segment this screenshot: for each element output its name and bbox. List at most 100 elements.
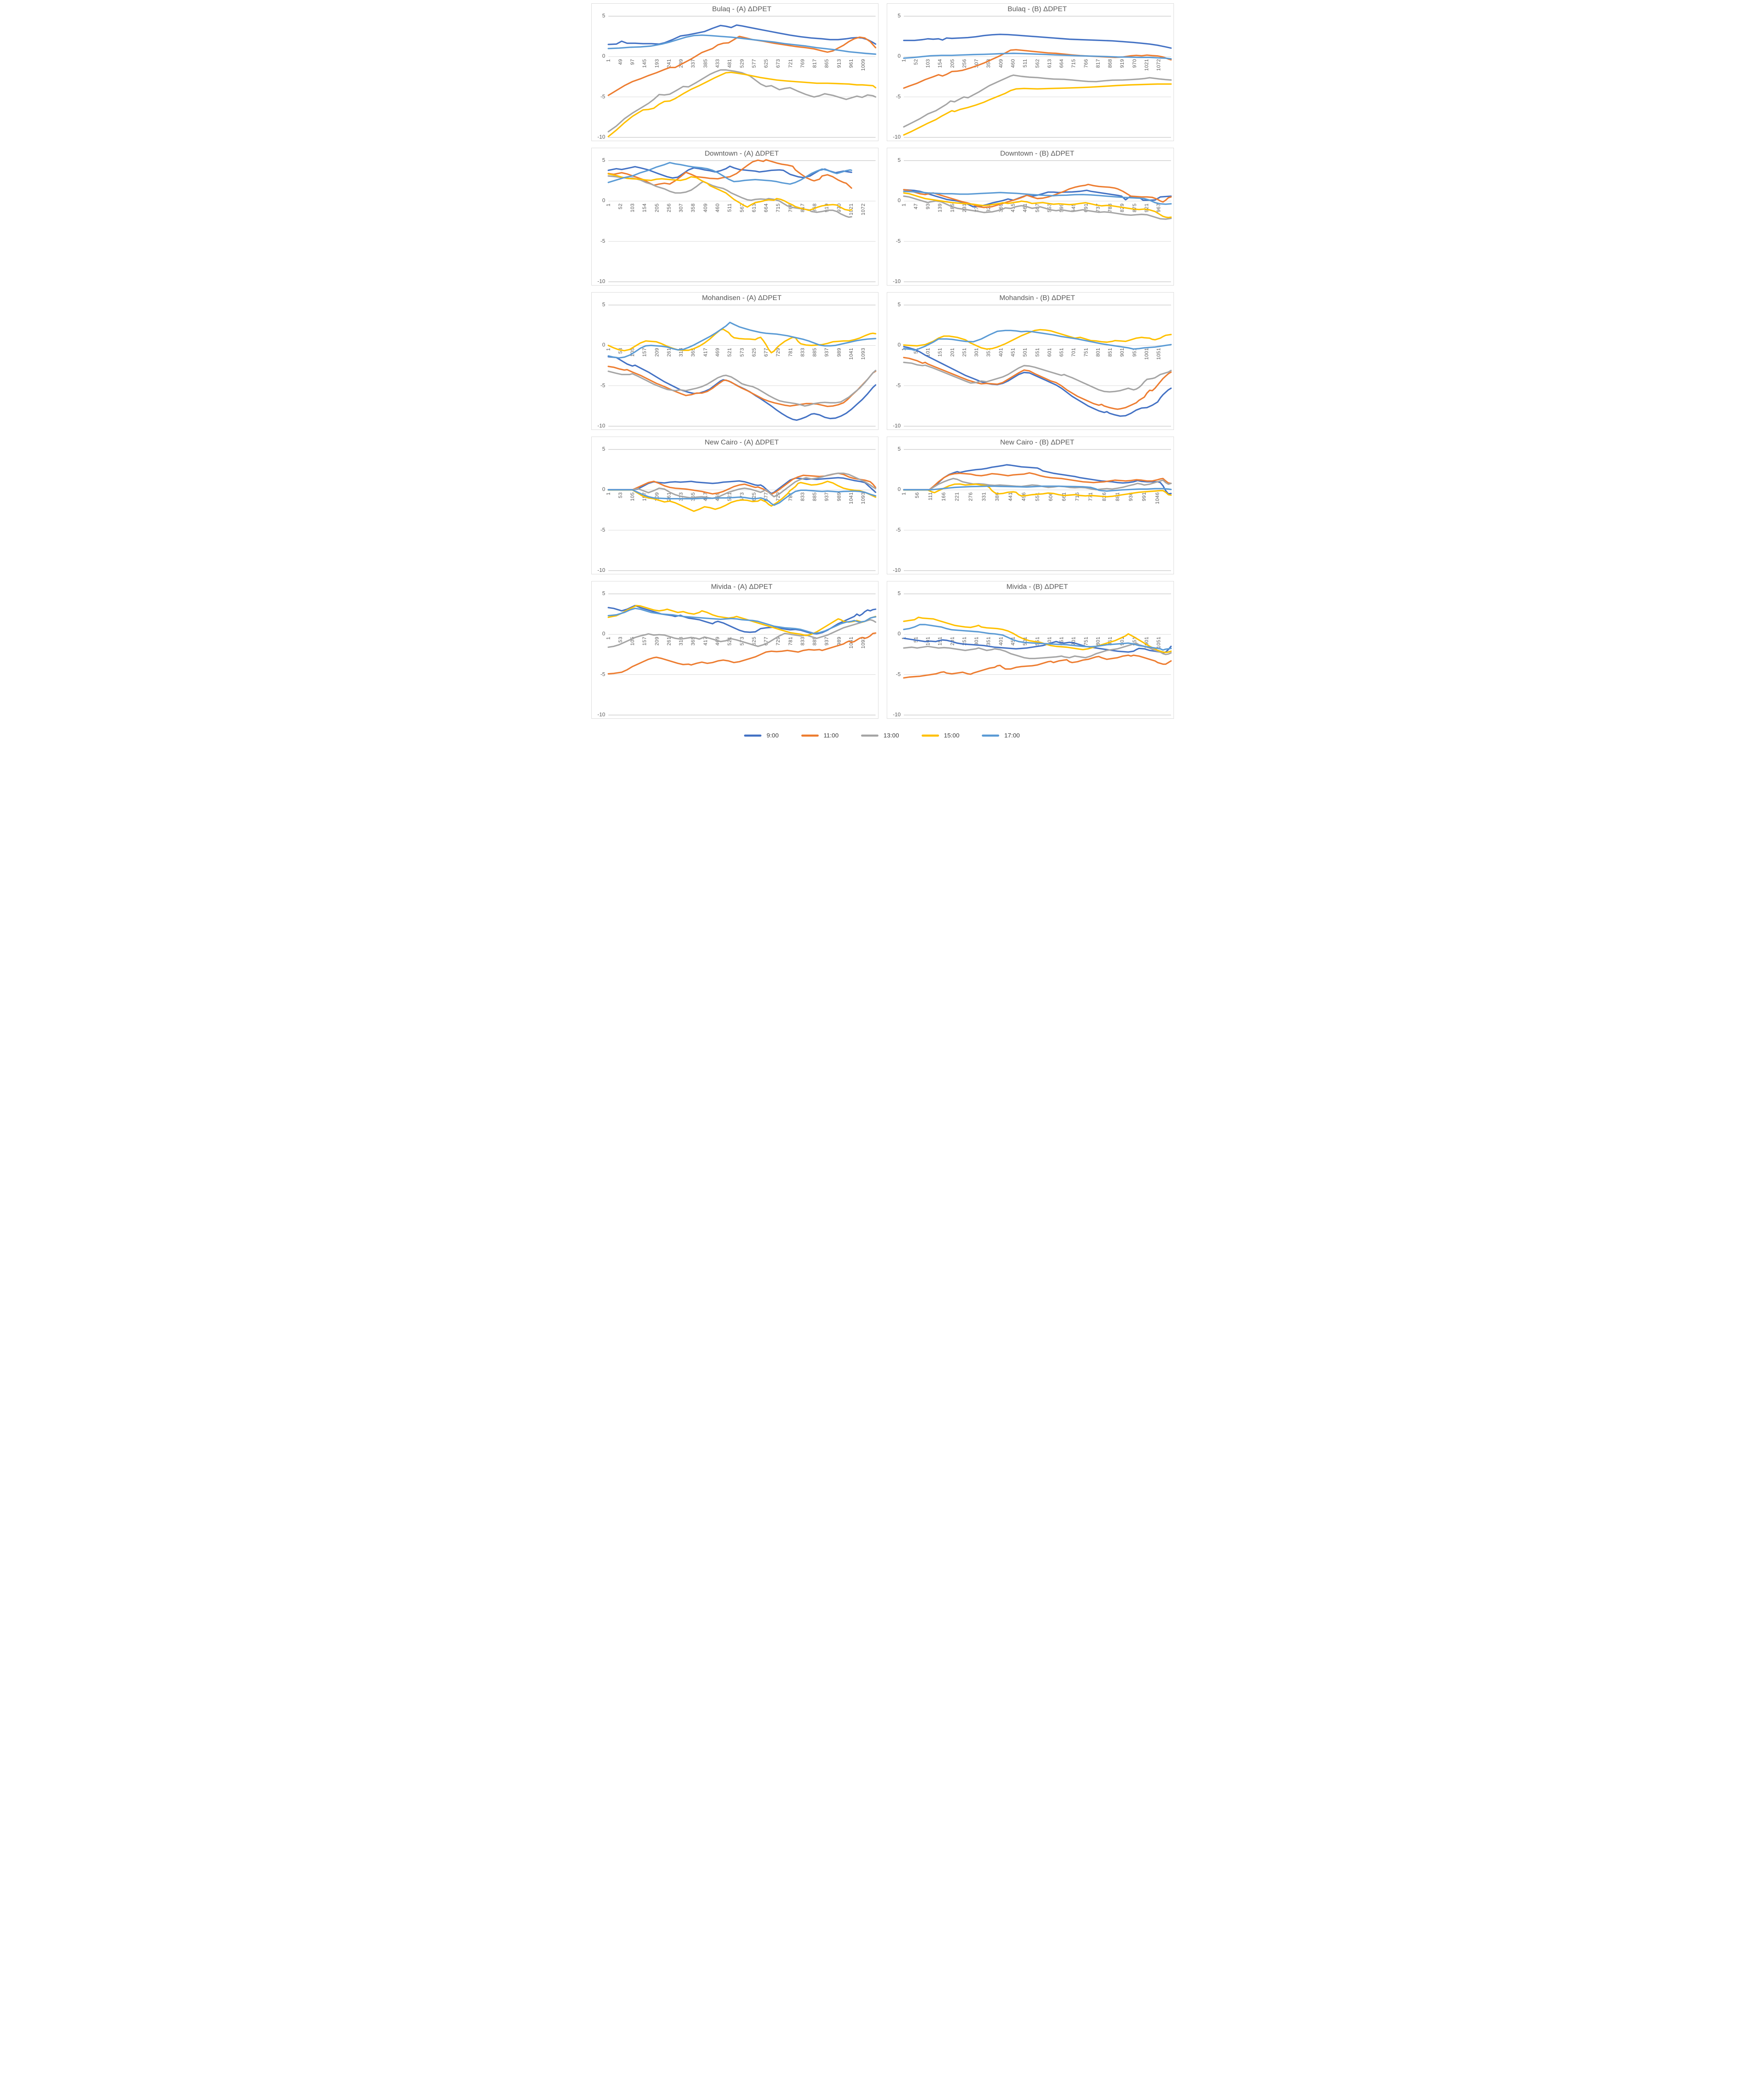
y-axis-tick-label: -5 (895, 93, 901, 100)
series-line-1100 (903, 183, 1172, 208)
series-line-1500 (903, 83, 1172, 136)
y-axis-tick-label: 0 (898, 486, 901, 493)
plot-area (607, 24, 876, 137)
y-axis-tick-label: 5 (602, 12, 605, 19)
gridline (903, 634, 1171, 635)
series-line-900 (607, 477, 876, 494)
gridline (903, 593, 1171, 594)
y-axis-tick-label: 0 (898, 630, 901, 637)
y-axis-tick-label: -10 (597, 278, 605, 284)
legend-line-swatch-icon (861, 734, 878, 737)
gridline (608, 241, 876, 242)
legend-item: 9:00 (744, 732, 779, 739)
chart-title: Mivida - (B) ΔDPET (1006, 583, 1068, 591)
gridline (608, 489, 876, 491)
legend-item: 17:00 (982, 732, 1020, 739)
y-axis-tick-label: 5 (898, 301, 901, 308)
series-line-1700 (903, 190, 1172, 205)
legend-line-swatch-icon (982, 734, 1000, 737)
gridline (608, 96, 876, 98)
chart-panel: New Cairo - (A) ΔDPET 5 0 -5 -10 1 53 105 157 20… (591, 437, 878, 574)
y-axis-tick-label: 5 (898, 446, 901, 452)
chart-panel: New Cairo - (B) ΔDPET 5 0 -5 -10 1 56 111 166 22… (886, 437, 1174, 574)
chart-panel: Downtown - (A) ΔDPET 5 0 -5 -10 1 52 103 154 205… (591, 148, 878, 286)
y-axis-tick-label: -5 (895, 671, 901, 677)
plot-area (903, 329, 1172, 417)
chart-title: Downtown - (A) ΔDPET (705, 149, 779, 157)
gridline (903, 96, 1171, 98)
y-axis-tick-label: 5 (898, 590, 901, 596)
series-line-1500 (607, 328, 876, 354)
series-line-1500 (903, 192, 1172, 218)
y-axis-tick-label: -10 (597, 134, 605, 140)
y-axis-tick-label: 5 (898, 157, 901, 163)
series-line-900 (607, 605, 876, 635)
series-line-1300 (607, 472, 876, 499)
gridline (608, 530, 876, 531)
plot-area (607, 605, 876, 675)
series-line-900 (903, 34, 1172, 49)
chart-title: Mivida - (A) ΔDPET (711, 583, 773, 591)
y-axis-tick-label: -10 (597, 567, 605, 573)
y-axis-tick-label: -10 (893, 134, 901, 140)
series-line-1300 (903, 195, 1172, 220)
y-axis-tick-label: 0 (602, 342, 605, 348)
series-line-1700 (903, 330, 1172, 351)
series-line-1500 (607, 71, 876, 137)
legend-item: 13:00 (861, 732, 899, 739)
y-axis-tick-label: -10 (893, 278, 901, 284)
chart-panel: Mohandisen - (A) ΔDPET 5 0 -5 -10 1 53 105 157 2… (591, 292, 878, 430)
plot-area (903, 464, 1172, 498)
chart-title: Mohandsin - (B) ΔDPET (999, 294, 1075, 302)
plot-area (607, 159, 852, 218)
series-line-1700 (607, 162, 852, 185)
gridline (608, 449, 876, 450)
y-axis-tick-label: -5 (600, 93, 605, 100)
series-line-1700 (903, 624, 1172, 651)
series-line-1100 (607, 632, 876, 675)
gridline (903, 16, 1171, 17)
series-line-1700 (607, 322, 876, 359)
legend-line-swatch-icon (801, 734, 819, 737)
series-line-1700 (903, 52, 1172, 60)
chart-title: Mohandisen - (A) ΔDPET (702, 294, 782, 302)
y-axis-tick-label: -10 (597, 711, 605, 718)
gridline (903, 200, 1171, 202)
series-line-1100 (607, 36, 876, 96)
chart-panel: Bulaq - (A) ΔDPET 5 0 -5 -10 1 49 97 145 193 241 2… (591, 3, 878, 141)
series-line-1700 (607, 34, 876, 55)
gridline (903, 426, 1171, 427)
legend-line-swatch-icon (921, 734, 939, 737)
legend-item: 11:00 (801, 732, 839, 739)
y-axis-tick-label: 5 (602, 446, 605, 452)
y-axis-tick-label: -5 (600, 526, 605, 533)
legend-item-label: 11:00 (823, 732, 839, 739)
plot-area (903, 183, 1172, 220)
series-line-1300 (903, 361, 1172, 393)
series-line-1100 (903, 356, 1172, 410)
chart-title: Bulaq - (A) ΔDPET (712, 5, 771, 13)
legend-item: 15:00 (921, 732, 959, 739)
series-line-1500 (903, 483, 1172, 498)
series-line-1700 (903, 485, 1172, 492)
series-line-1700 (607, 608, 876, 635)
gridline (903, 449, 1171, 450)
series-line-900 (903, 637, 1172, 654)
y-axis-tick-label: -5 (600, 671, 605, 677)
series-line-1500 (903, 329, 1172, 350)
series-line-900 (607, 24, 876, 45)
series-line-1500 (607, 173, 852, 211)
y-axis-tick-label: 5 (898, 12, 901, 19)
legend-item-label: 9:00 (766, 732, 779, 739)
gridline (903, 241, 1171, 242)
legend-item-label: 13:00 (883, 732, 899, 739)
chart-panel: Mohandsin - (B) ΔDPET 5 0 -5 -10 1 51 101 151 20… (886, 292, 1174, 430)
gridline (608, 56, 876, 57)
series-line-1300 (607, 69, 876, 133)
chart-panel: Mivida - (A) ΔDPET 5 0 -5 -10 1 53 105 157 209 26… (591, 581, 878, 719)
y-axis-tick-label: -10 (893, 711, 901, 718)
series-line-1300 (607, 369, 876, 407)
y-axis-tick-label: -5 (895, 237, 901, 244)
y-axis-tick-label: 0 (898, 53, 901, 59)
y-axis-tick-label: -10 (893, 422, 901, 429)
